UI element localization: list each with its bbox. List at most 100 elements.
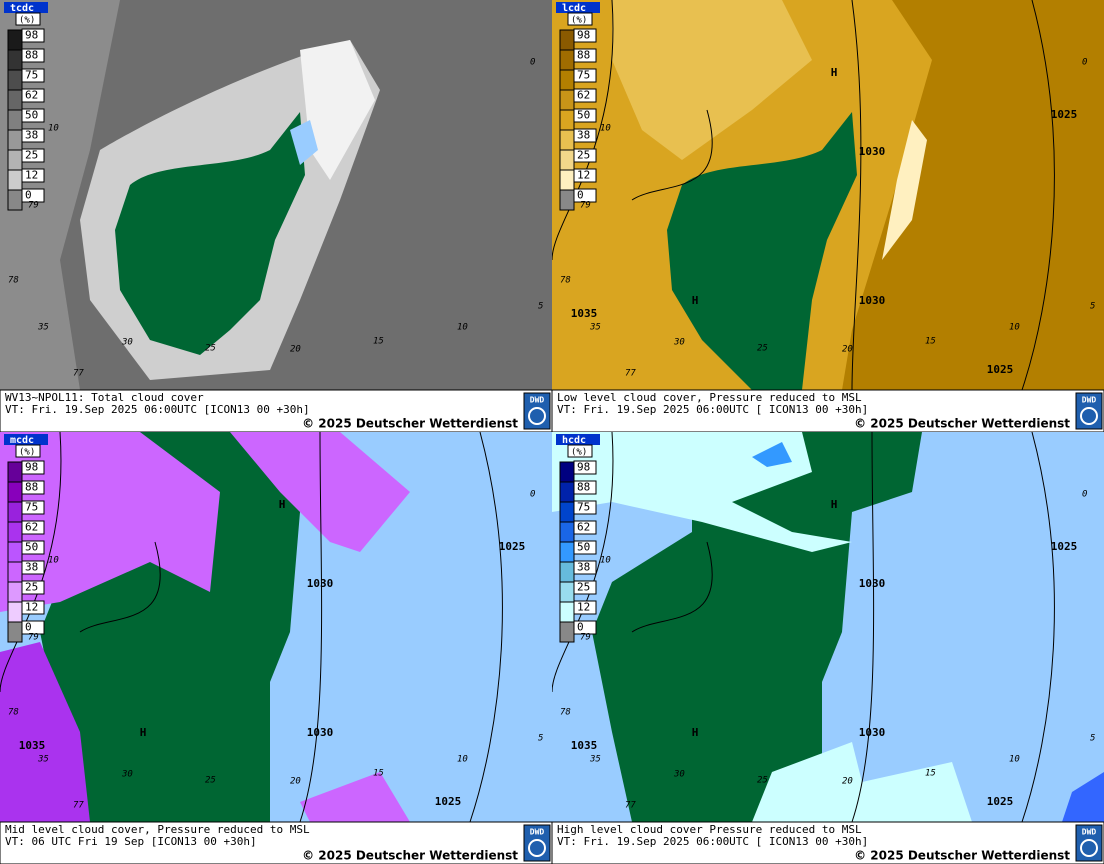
legend-label: 12	[577, 169, 590, 182]
grid-label: 77	[73, 801, 84, 811]
grid-label: 20	[842, 777, 853, 787]
legend-swatch	[559, 521, 575, 543]
legend-swatch	[7, 541, 23, 563]
isobar-label: H	[279, 498, 286, 511]
caption-box	[0, 389, 552, 432]
grid-label: 0	[530, 58, 535, 68]
legend-swatch	[7, 109, 23, 131]
legend-swatch	[559, 581, 575, 603]
legend-label: 50	[577, 541, 590, 554]
isobar-label: 1035	[571, 307, 598, 320]
unit-box	[15, 444, 41, 458]
layer-label: tcdc	[10, 3, 34, 14]
grid-label: 30	[121, 338, 133, 348]
legend-label: 98	[25, 29, 38, 42]
isobar-label: 1025	[1051, 108, 1078, 121]
grid-label: 15	[373, 769, 384, 779]
legend-label: 88	[577, 481, 590, 494]
legend-swatch	[7, 169, 23, 191]
legend-label-box	[21, 500, 45, 515]
grid-label: 10	[457, 323, 468, 333]
legend-unit: (%)	[571, 448, 587, 458]
legend-swatch	[7, 461, 23, 483]
legend-swatch	[559, 29, 575, 51]
grid-label: 10	[457, 755, 468, 765]
cloud-area	[300, 40, 375, 180]
legend-swatch	[7, 149, 23, 171]
legend-label: 0	[577, 621, 584, 634]
unit-box	[567, 12, 593, 26]
cloud-area	[0, 432, 220, 612]
isobar-label: 1030	[307, 577, 334, 590]
grid-label: 35	[589, 323, 601, 333]
legend-unit: (%)	[19, 16, 35, 26]
legend-label: 25	[577, 581, 590, 594]
caption-line: Mid level cloud cover, Pressure reduced …	[5, 823, 310, 836]
legend-label: 38	[577, 129, 590, 142]
grid-label: 77	[625, 801, 636, 811]
legend-swatch	[7, 129, 23, 151]
legend-label-box	[573, 560, 597, 575]
legend-label: 75	[577, 501, 590, 514]
legend-label-box	[21, 520, 45, 535]
legend-swatch	[559, 601, 575, 623]
legend-label-box	[573, 88, 597, 103]
grid-label: 30	[673, 770, 685, 780]
label-tab	[556, 434, 600, 445]
legend-swatch	[7, 69, 23, 91]
logo-swirl	[1080, 407, 1098, 425]
land	[592, 432, 922, 822]
legend-swatch	[559, 501, 575, 523]
grid-label: 79	[28, 633, 39, 643]
legend-label: 38	[25, 561, 38, 574]
legend-label-box	[21, 188, 45, 203]
legend-label: 98	[577, 461, 590, 474]
legend-label-box	[21, 580, 45, 595]
grid-label: 77	[73, 369, 84, 379]
copyright: © 2025 Deutscher Wetterdienst	[854, 417, 1070, 431]
caption-line: WV13~NPOL11: Total cloud cover	[5, 391, 204, 404]
logo-swirl	[528, 839, 546, 857]
legend-label: 62	[577, 521, 590, 534]
grid-label: 0	[1082, 490, 1087, 500]
cloud-area	[300, 772, 410, 822]
legend-label: 38	[25, 129, 38, 142]
copyright: © 2025 Deutscher Wetterdienst	[302, 849, 518, 863]
caption-line: Low level cloud cover, Pressure reduced …	[557, 391, 862, 404]
label-tab	[4, 2, 48, 13]
panel-high: hcdc (%) 98 88 75 62 50 38 25 12 0 0 10 79 78 35 30 25 20 1…	[552, 432, 1104, 864]
caption-line: VT: 06 UTC Fri 19 Sep [ICON13 00 +30h]	[5, 835, 257, 848]
grid-label: 15	[373, 337, 384, 347]
grid-label: 78	[560, 708, 571, 718]
legend-label: 50	[577, 109, 590, 122]
legend-swatch	[559, 561, 575, 583]
legend-label: 62	[25, 89, 38, 102]
legend-swatch	[559, 461, 575, 483]
isobar-label: 1030	[307, 726, 334, 739]
isobar-label: H	[831, 498, 838, 511]
legend-label: 0	[25, 621, 32, 634]
grid-label: 30	[673, 338, 685, 348]
legend-label-box	[573, 500, 597, 515]
layer-label: hcdc	[562, 435, 586, 446]
legend-label: 88	[577, 49, 590, 62]
legend-swatch	[559, 49, 575, 71]
isobar-label: 1025	[987, 363, 1014, 376]
legend-label-box	[21, 168, 45, 183]
legend-label: 12	[25, 601, 38, 614]
grid-label: 77	[625, 369, 636, 379]
grid-label: 79	[28, 201, 39, 211]
grid-label: 5	[538, 302, 543, 312]
caption-box	[0, 821, 552, 864]
land	[40, 432, 330, 822]
legend-swatch	[559, 169, 575, 191]
legend-label: 75	[25, 501, 38, 514]
panel-mid: mcdc (%) 98 88 75 62 50 38 25 12 0 0 10 79 78 35 30 25 20 1…	[0, 432, 552, 864]
caption-line: VT: Fri. 19.Sep 2025 06:00UTC [ ICON13 0…	[557, 835, 868, 848]
legend-label: 38	[577, 561, 590, 574]
grid-label: 5	[538, 734, 543, 744]
legend-label-box	[573, 580, 597, 595]
legend-label-box	[21, 128, 45, 143]
grid-label: 79	[580, 201, 591, 211]
